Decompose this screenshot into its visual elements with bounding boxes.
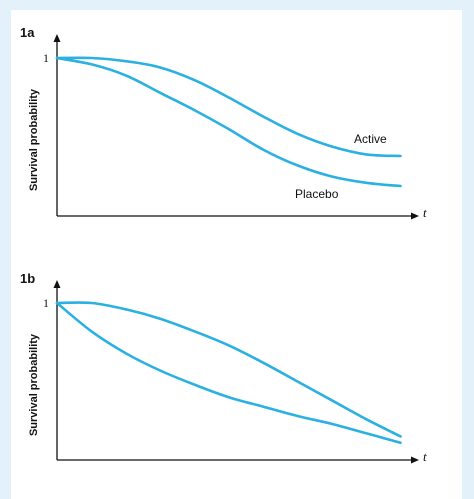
y-tick-label: 1 bbox=[43, 296, 49, 310]
panel-1b: 1b Survival probability 1 t bbox=[20, 271, 427, 464]
panel-1a: 1a Survival probability 1 t Active Place… bbox=[20, 25, 427, 220]
left-decorative-stripe bbox=[0, 0, 11, 499]
y-tick-label: 1 bbox=[43, 51, 49, 65]
lower-survival-curve bbox=[55, 301, 402, 444]
active-curve bbox=[55, 56, 402, 158]
panel-label: 1b bbox=[20, 271, 35, 286]
x-axis-arrowhead bbox=[411, 212, 419, 220]
upper-survival-curve bbox=[55, 301, 402, 438]
x-axis-label: t bbox=[423, 205, 427, 220]
panel-label: 1a bbox=[20, 25, 35, 40]
top-decorative-stripe bbox=[0, 0, 474, 10]
y-axis-label: Survival probability bbox=[28, 88, 40, 191]
y-axis-arrowhead bbox=[53, 280, 61, 288]
x-axis-arrowhead bbox=[411, 456, 419, 464]
placebo-curve bbox=[55, 56, 402, 188]
right-decorative-stripe bbox=[462, 0, 474, 499]
placebo-series-label: Placebo bbox=[295, 187, 339, 201]
x-axis-label: t bbox=[423, 449, 427, 464]
active-series-label: Active bbox=[354, 132, 387, 146]
y-axis-arrowhead bbox=[53, 34, 61, 42]
y-axis-label: Survival probability bbox=[28, 333, 40, 436]
